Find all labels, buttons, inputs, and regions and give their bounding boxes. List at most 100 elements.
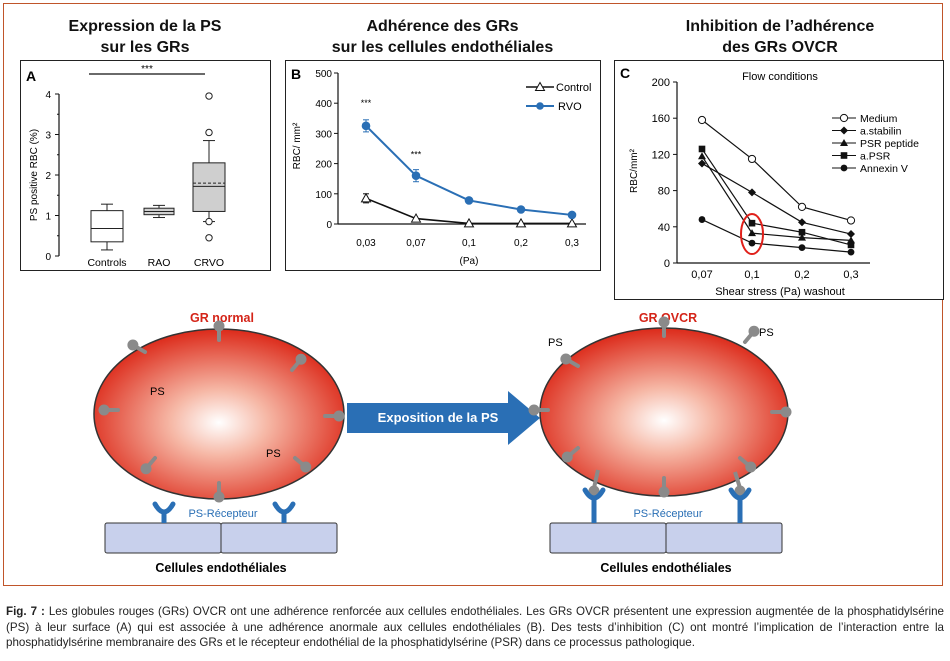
marker-stabilin (847, 230, 855, 239)
caption-text: Les globules rouges (GRs) OVCR ont une a… (6, 605, 944, 649)
ps-pin-head (561, 451, 573, 463)
marker-stabilin (748, 188, 756, 197)
x-axis-label-c: Shear stress (Pa) washout (715, 286, 845, 298)
ps-pin-head (780, 406, 792, 418)
series-line-c (701, 119, 852, 222)
caption-label: Fig. 7 : (6, 605, 45, 618)
y-tick-label-b: 300 (315, 129, 332, 140)
endothelial-cell (549, 522, 667, 554)
marker-apsr (840, 152, 848, 159)
marker-stabilin (840, 126, 848, 135)
x-tick-label-c: 0,07 (691, 269, 712, 281)
marker-apsr (698, 145, 706, 153)
ps-pin-head (745, 461, 757, 473)
y-tick-label-c: 40 (658, 222, 670, 234)
legend-label-c: Medium (860, 113, 898, 125)
panel-a: A 0 1 2 3 4 PS positive RBC (%) Controls RAO CRVO… (20, 60, 271, 271)
receptor-cup (272, 501, 296, 515)
marker-psr-peptide (840, 139, 848, 146)
legend-label-c: a.stabilin (860, 126, 902, 138)
outlier-point (205, 92, 213, 100)
title-b: Adhérence des GRs sur les cellules endot… (285, 16, 600, 58)
series-line-c (701, 162, 852, 235)
ps-pin-stem (592, 469, 600, 489)
x-tick-label-b: 0,2 (514, 238, 528, 249)
marker-apsr (748, 219, 756, 227)
ps-label: PS (150, 386, 165, 398)
category-label: RAO (148, 257, 171, 269)
x-tick-label-c: 0,2 (794, 269, 809, 281)
significance-label: *** (141, 64, 153, 75)
title-a: Expression de la PS sur les GRs (20, 16, 270, 58)
endothelial-cell (665, 522, 783, 554)
title-c: Inhibition de l’adhérence des GRs OVCR (615, 16, 945, 58)
arrow-label: Exposition de la PS (378, 410, 499, 425)
y-tick-label-c: 120 (652, 149, 670, 161)
x-tick-label-b: 0,07 (406, 238, 426, 249)
marker-stabilin (698, 159, 706, 168)
y-tick-label-c: 200 (652, 77, 670, 89)
marker-psr-peptide (698, 152, 706, 160)
title-a-line2: sur les GRs (100, 39, 190, 56)
receptor-cup (728, 487, 752, 501)
control-point (463, 217, 475, 228)
title-a-line1: Expression de la PS (68, 18, 222, 35)
ps-pin-head (98, 404, 110, 416)
ps-pin-head (213, 491, 225, 503)
rvo-point (464, 196, 474, 205)
ps-pin-head (734, 485, 746, 497)
outlier-point (205, 217, 213, 226)
marker-medium (697, 115, 707, 125)
x-tick-label-c: 0,3 (843, 269, 858, 281)
y-tick-label-b: 400 (315, 99, 332, 110)
ps-pin-head (528, 404, 540, 416)
marker-medium (797, 202, 807, 211)
ps-pin-head (588, 485, 600, 497)
left-cell-title: GR normal (190, 311, 254, 325)
legend-label-control: Control (556, 82, 591, 94)
endothelial-label: Cellules endothéliales (600, 561, 731, 575)
receptor-label: PS-Récepteur (633, 508, 702, 520)
ps-pin-head (333, 410, 345, 422)
ps-pin-stem (733, 471, 742, 489)
ps-pin-head (140, 463, 152, 475)
marker-apsr (798, 228, 806, 236)
panel-c: C Flow conditions 0 40 80 120 160 200 RBC/mm² 0,0… (614, 60, 944, 300)
box-crvo (192, 162, 226, 212)
legend-label-rvo: RVO (558, 101, 582, 113)
marker-psr-peptide (798, 233, 806, 241)
ps-label: PS (266, 448, 281, 460)
receptor-cup (582, 487, 606, 501)
chart-c: C Flow conditions 0 40 80 120 160 200 RBC/mm² 0,0… (620, 65, 919, 298)
y-tick-label-b: 100 (315, 190, 332, 201)
y-tick-label-a: 4 (45, 90, 51, 101)
diagram: GR normal PS PS PS-Récepteur Cellules endoth… (93, 311, 792, 575)
exposure-arrow (347, 391, 540, 445)
panel-letter-c: C (620, 65, 630, 81)
title-c-line2: des GRs OVCR (722, 39, 838, 56)
figure-caption: Fig. 7 : Les globules rouges (GRs) OVCR … (6, 604, 944, 651)
ps-pin-head (658, 316, 670, 328)
title-b-line2: sur les cellules endothéliales (331, 39, 554, 56)
ps-pin-head (213, 320, 225, 332)
y-tick-label-a: 3 (45, 131, 51, 142)
endothelial-cell (220, 522, 338, 554)
title-c-line1: Inhibition de l’adhérence (685, 18, 875, 35)
marker-annexin (847, 248, 855, 256)
receptor-label: PS-Récepteur (188, 508, 257, 520)
marker-psr-peptide (748, 229, 756, 237)
legend-label-c: a.PSR (860, 151, 891, 163)
normal-red-cell (93, 328, 345, 500)
series-line-c (701, 148, 852, 246)
control-point (410, 213, 422, 223)
marker-medium (839, 113, 849, 123)
rvo-point (567, 210, 577, 220)
control-point (566, 217, 578, 228)
right-cell-title: GR OVCR (639, 311, 697, 325)
box-controls (90, 210, 124, 243)
ps-pin-head (748, 325, 760, 337)
subtitle-c: Flow conditions (742, 71, 818, 83)
x-tick-label-c: 0,1 (744, 269, 759, 281)
outlier-point (205, 128, 213, 137)
marker-annexin (748, 239, 756, 247)
